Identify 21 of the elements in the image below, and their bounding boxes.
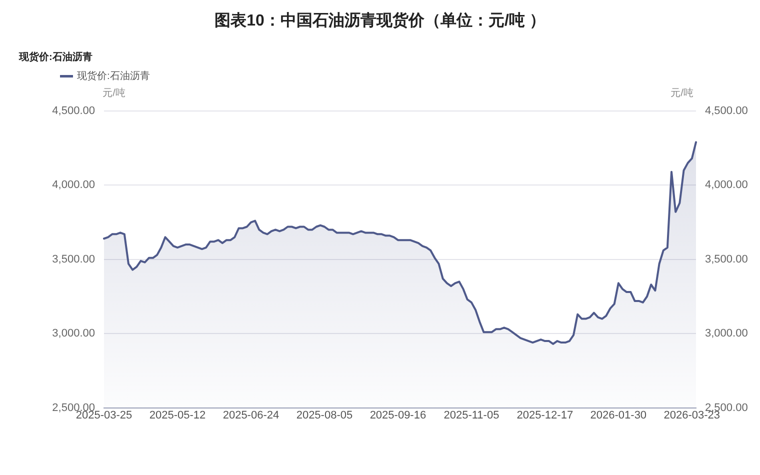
- chart-subtitle: 现货价:石油沥青: [18, 50, 92, 63]
- y-tick-label: 3,000.00: [52, 328, 95, 340]
- y-tick-label: 3,500.00: [52, 253, 95, 266]
- x-tick-label: 2025-05-12: [149, 409, 206, 422]
- x-tick-label: 2025-06-24: [222, 409, 280, 422]
- y-tick-label: 4,000.00: [52, 179, 95, 192]
- legend-label: 现货价:石油沥青: [77, 70, 150, 82]
- x-tick-label: 2025-08-05: [296, 409, 353, 422]
- y2-tick-label: 3,000.00: [705, 328, 748, 340]
- y-tick-label: 4,500.00: [52, 105, 95, 118]
- y-tick-label: 2,500.00: [52, 402, 95, 414]
- x-tick-label: 2025-09-16: [370, 409, 426, 422]
- x-tick-label: 2025-11-05: [444, 409, 500, 422]
- y2-axis-title: 元/吨: [670, 86, 694, 99]
- y2-tick-label: 4,500.00: [705, 105, 748, 118]
- chart-title: 图表10：中国石油沥青现货价（单位：元/吨 ）: [214, 11, 546, 30]
- y2-tick-label: 3,500.00: [705, 253, 748, 266]
- y2-tick-label: 4,000.00: [705, 179, 748, 192]
- x-tick-label: 2025-12-17: [516, 409, 574, 422]
- x-tick-label: 2026-01-30: [590, 409, 647, 422]
- y-axis-title: 元/吨: [102, 86, 126, 99]
